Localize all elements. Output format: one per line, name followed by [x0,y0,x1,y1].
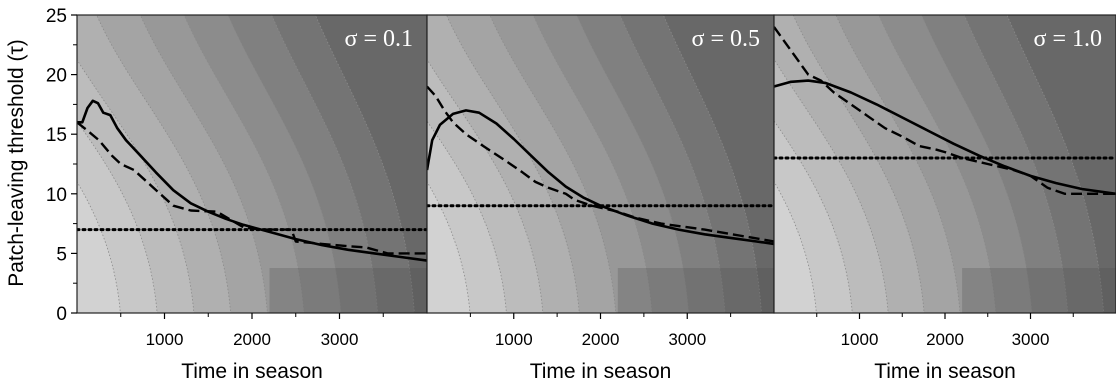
x-axis-label: Time in season [530,360,672,383]
contour-line [878,15,997,313]
contour-background [427,15,774,313]
series-dashed-line [77,121,427,255]
x-axis-label: Time in season [181,360,323,383]
contour-line [77,120,158,313]
sigma-annotation: σ = 0.1 [345,26,413,52]
contour-line [532,15,653,313]
y-axis-label: Patch-leaving threshold (τ) [5,39,28,287]
x-tick-label: 1000 [841,330,879,349]
contour-line [489,15,617,313]
series-solid-line [77,99,427,262]
contour-line [427,120,507,313]
series-dashed-line [774,26,1116,195]
x-tick-label: 2000 [926,330,964,349]
y-tick-label: 5 [56,244,67,265]
contour-line [446,15,580,313]
y-axis: 0 5 10 15 20 25 [46,6,77,325]
contour-dark-region [617,268,774,313]
x-tick-label: 3000 [668,330,706,349]
x-axis-label: Time in season [874,360,1016,383]
sigma-annotation: σ = 1.0 [1034,26,1102,52]
contour-band [1007,15,1116,313]
contour-band [663,15,774,313]
contour-line [314,15,415,313]
sigma-annotation: σ = 0.5 [692,26,760,52]
x-tick-label: 2000 [233,330,271,349]
panel-3: σ = 1.0 1000 2000 3000 Time in season [773,14,1116,383]
x-tick-label: 1000 [146,330,184,349]
contour-line [792,15,925,313]
contour-line [774,120,853,313]
contour-band [315,15,427,313]
x-tick-label: 3000 [1012,330,1050,349]
contour-line [835,15,961,313]
panel-1: σ = 0.1 1000 2000 3000 Time in season [76,14,428,383]
contour-dark-region [962,268,1116,313]
contour-line [921,15,1033,313]
series-solid-line [774,79,1116,196]
contour-line [576,15,689,313]
contour-line [227,15,342,313]
contour-dark-region [269,268,427,313]
x-tick-label: 1000 [495,330,533,349]
contour-background [774,15,1116,313]
x-tick-label: 2000 [582,330,620,349]
series-dashed-line [427,85,774,243]
contour-background [77,15,427,313]
contour-line [1006,15,1105,313]
contour-line [271,15,378,313]
contour-line [619,15,726,313]
contour-line [183,15,305,313]
y-tick-label: 15 [46,125,67,146]
contour-line [140,15,268,313]
panel-2: σ = 0.5 1000 2000 3000 Time in season [426,14,775,383]
y-tick-label: 25 [46,6,67,27]
contour-line [662,15,762,313]
series-solid-line [427,109,774,246]
y-tick-label: 10 [46,185,67,206]
y-tick-label: 0 [56,304,67,325]
x-tick-label: 3000 [321,330,359,349]
contour-line [96,15,231,313]
contour-line [963,15,1069,313]
y-tick-label: 20 [46,66,67,87]
